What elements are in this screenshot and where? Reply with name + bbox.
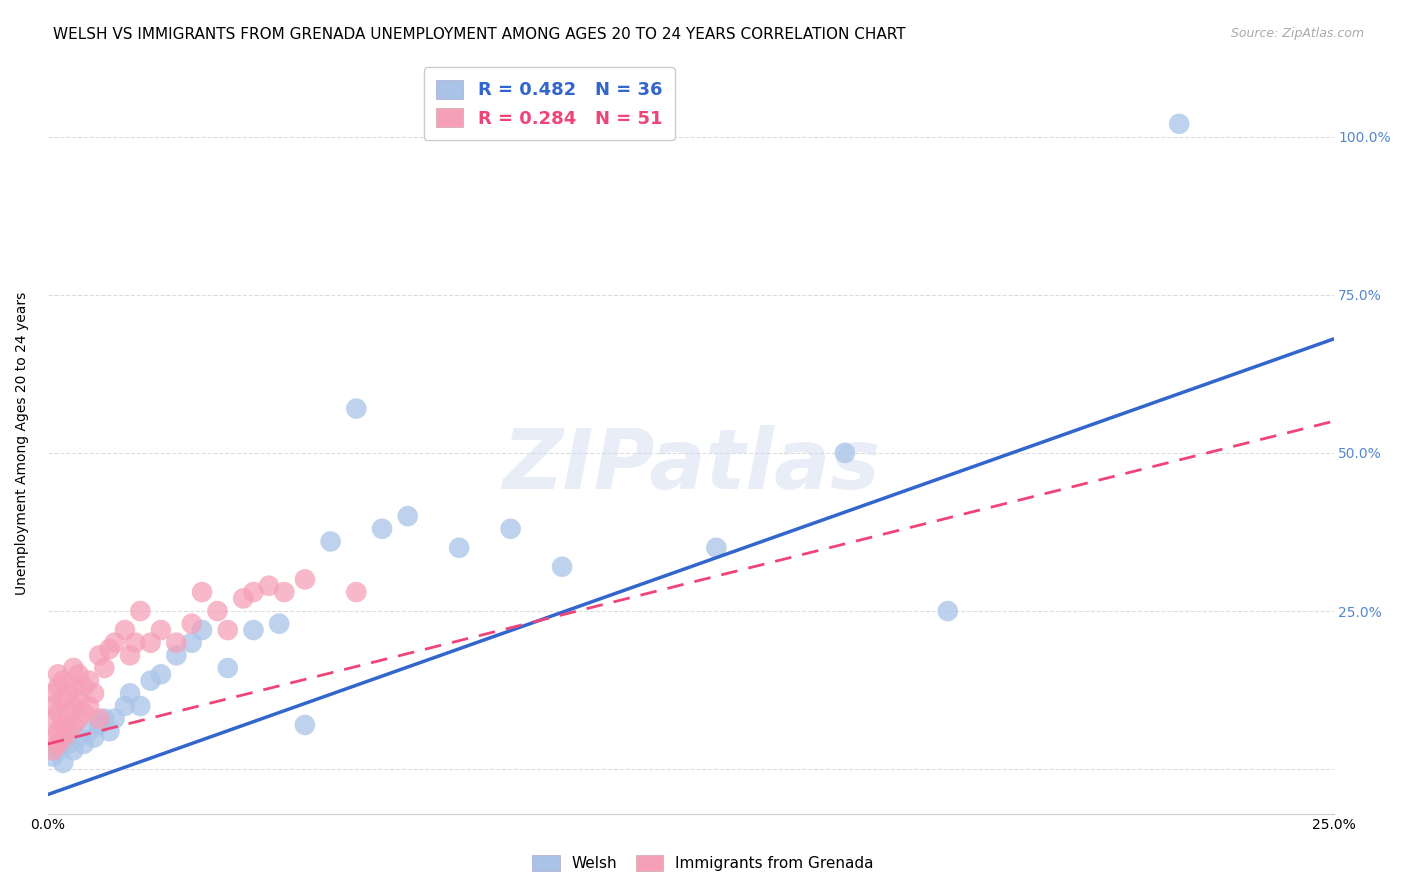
Point xyxy=(46,667,69,681)
Point xyxy=(77,724,100,739)
Point xyxy=(207,604,229,618)
Point xyxy=(46,737,69,751)
Point xyxy=(257,579,280,593)
Legend: Welsh, Immigrants from Grenada: Welsh, Immigrants from Grenada xyxy=(526,849,880,877)
Point xyxy=(67,692,90,706)
Point xyxy=(62,718,84,732)
Point xyxy=(344,401,367,416)
Point xyxy=(52,692,75,706)
Point xyxy=(77,698,100,713)
Point xyxy=(98,724,121,739)
Point xyxy=(62,680,84,694)
Point xyxy=(242,623,264,637)
Point xyxy=(114,623,136,637)
Point xyxy=(129,604,152,618)
Point xyxy=(67,667,90,681)
Point xyxy=(139,673,162,688)
Point xyxy=(58,686,80,700)
Point xyxy=(704,541,727,555)
Point xyxy=(191,623,214,637)
Point xyxy=(180,616,202,631)
Point xyxy=(67,731,90,745)
Point xyxy=(269,616,291,631)
Point xyxy=(294,573,316,587)
Point xyxy=(139,636,162,650)
Point xyxy=(217,661,239,675)
Point xyxy=(67,712,90,726)
Point xyxy=(319,534,342,549)
Point xyxy=(294,718,316,732)
Point xyxy=(42,749,65,764)
Point xyxy=(149,623,172,637)
Point xyxy=(449,541,471,555)
Point xyxy=(58,706,80,720)
Point xyxy=(42,698,65,713)
Point xyxy=(73,706,96,720)
Point xyxy=(371,522,394,536)
Point xyxy=(104,636,127,650)
Text: Source: ZipAtlas.com: Source: ZipAtlas.com xyxy=(1230,27,1364,40)
Point xyxy=(834,446,856,460)
Point xyxy=(52,756,75,770)
Point xyxy=(62,743,84,757)
Point xyxy=(46,724,69,739)
Point xyxy=(114,698,136,713)
Point xyxy=(124,636,146,650)
Y-axis label: Unemployment Among Ages 20 to 24 years: Unemployment Among Ages 20 to 24 years xyxy=(15,292,30,595)
Point xyxy=(165,648,187,663)
Point xyxy=(551,559,574,574)
Point xyxy=(42,731,65,745)
Text: ZIPatlas: ZIPatlas xyxy=(502,425,880,506)
Point xyxy=(93,661,115,675)
Point xyxy=(46,706,69,720)
Point xyxy=(217,623,239,637)
Point xyxy=(42,743,65,757)
Point xyxy=(165,636,187,650)
Point xyxy=(58,724,80,739)
Point xyxy=(46,680,69,694)
Point xyxy=(232,591,254,606)
Point xyxy=(77,673,100,688)
Point xyxy=(149,667,172,681)
Point xyxy=(46,743,69,757)
Point xyxy=(118,686,141,700)
Point xyxy=(83,731,105,745)
Point xyxy=(180,636,202,650)
Point xyxy=(936,604,959,618)
Point xyxy=(129,698,152,713)
Point xyxy=(396,509,419,524)
Text: WELSH VS IMMIGRANTS FROM GRENADA UNEMPLOYMENT AMONG AGES 20 TO 24 YEARS CORRELAT: WELSH VS IMMIGRANTS FROM GRENADA UNEMPLO… xyxy=(53,27,905,42)
Point xyxy=(93,712,115,726)
Point xyxy=(191,585,214,599)
Point xyxy=(89,718,111,732)
Point xyxy=(42,712,65,726)
Point xyxy=(42,686,65,700)
Point xyxy=(58,737,80,751)
Point xyxy=(52,731,75,745)
Legend: R = 0.482   N = 36, R = 0.284   N = 51: R = 0.482 N = 36, R = 0.284 N = 51 xyxy=(423,68,675,140)
Point xyxy=(344,585,367,599)
Point xyxy=(73,680,96,694)
Point xyxy=(73,737,96,751)
Point xyxy=(52,673,75,688)
Point xyxy=(89,648,111,663)
Point xyxy=(118,648,141,663)
Point xyxy=(89,712,111,726)
Point xyxy=(52,718,75,732)
Point xyxy=(83,686,105,700)
Point xyxy=(104,712,127,726)
Point xyxy=(499,522,522,536)
Point xyxy=(98,642,121,657)
Point xyxy=(1168,117,1191,131)
Point xyxy=(242,585,264,599)
Point xyxy=(62,698,84,713)
Point xyxy=(273,585,295,599)
Point xyxy=(62,661,84,675)
